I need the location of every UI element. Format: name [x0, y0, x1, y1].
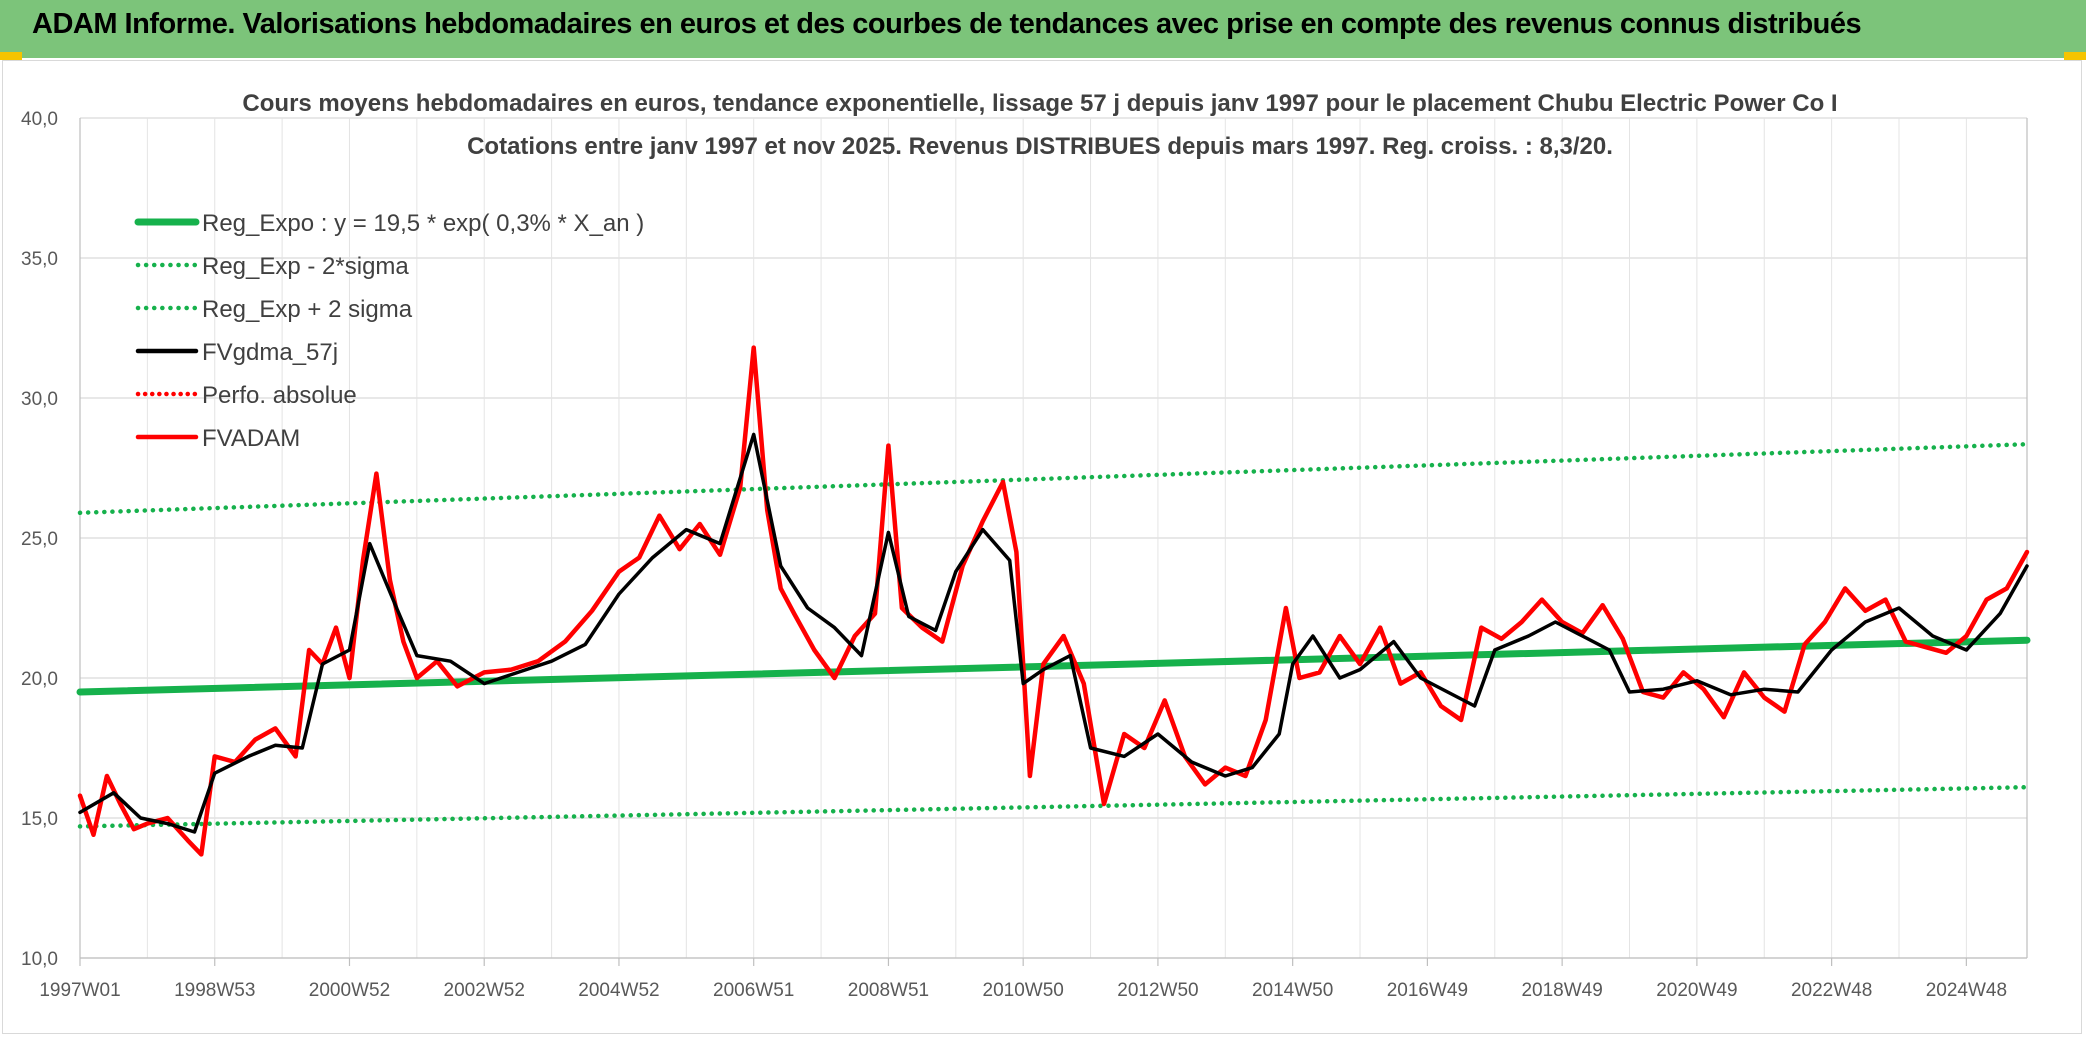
series-line-5 [77, 345, 2030, 857]
legend-label-1: Reg_Exp - 2*sigma [202, 253, 409, 280]
legend: Reg_Expo : y = 19,5 * exp( 0,3% * X_an )… [134, 210, 644, 452]
chart-title: Cours moyens hebdomadaires en euros, ten… [242, 90, 1837, 117]
x-tick-label: 2006W51 [713, 980, 794, 1001]
x-tick-label: 1997W01 [39, 980, 120, 1001]
header-banner: ADAM Informe. Valorisations hebdomadaire… [0, 0, 2086, 58]
x-tick-label: 2024W48 [1926, 980, 2007, 1001]
x-tick-label: 2022W48 [1791, 980, 1872, 1001]
x-tick-label: 2014W50 [1252, 980, 1333, 1001]
legend-label-3: FVgdma_57j [202, 339, 338, 366]
series-line-2 [77, 441, 2030, 516]
series-line-3 [78, 432, 2029, 834]
banner-title: ADAM Informe. Valorisations hebdomadaire… [32, 8, 1862, 40]
x-tick-label: 2016W49 [1387, 980, 1468, 1001]
legend-label-0: Reg_Expo : y = 19,5 * exp( 0,3% * X_an ) [202, 210, 644, 237]
grid [79, 117, 2028, 959]
x-tick-label: 2020W49 [1656, 980, 1737, 1001]
y-tick-label: 10,0 [21, 949, 58, 970]
x-axis: 1997W01 1998W53 2000W52 2002W52 2004W52 2006W… [39, 958, 2007, 1001]
legend-label-2: Reg_Exp + 2 sigma [202, 296, 413, 323]
y-axis: 10,0 15,0 20,0 25,0 30,0 35,0 40,0 [21, 109, 58, 970]
chart-frame [2, 60, 2082, 1034]
x-tick-label: 2008W51 [848, 980, 929, 1001]
series-line-1 [77, 784, 2030, 829]
legend-label-5: FVADAM [202, 425, 300, 452]
series-layer [76, 345, 2031, 857]
x-tick-label: 2018W49 [1521, 980, 1602, 1001]
x-tick-label: 2012W50 [1117, 980, 1198, 1001]
legend-label-4: Perfo. absolue [202, 382, 357, 409]
x-tick-label: 2002W52 [444, 980, 525, 1001]
corner-accent-left [0, 52, 22, 60]
y-tick-label: 20,0 [21, 669, 58, 690]
x-tick-label: 2010W50 [983, 980, 1064, 1001]
y-tick-label: 40,0 [21, 109, 58, 130]
y-tick-label: 30,0 [21, 389, 58, 410]
y-tick-label: 25,0 [21, 529, 58, 550]
x-tick-label: 2004W52 [578, 980, 659, 1001]
x-tick-label: 1998W53 [174, 980, 255, 1001]
y-tick-label: 15,0 [21, 809, 58, 830]
chart-subtitle: Cotations entre janv 1997 et nov 2025. R… [467, 133, 1613, 160]
x-tick-label: 2000W52 [309, 980, 390, 1001]
corner-accent-right [2064, 52, 2086, 60]
y-tick-label: 35,0 [21, 249, 58, 270]
